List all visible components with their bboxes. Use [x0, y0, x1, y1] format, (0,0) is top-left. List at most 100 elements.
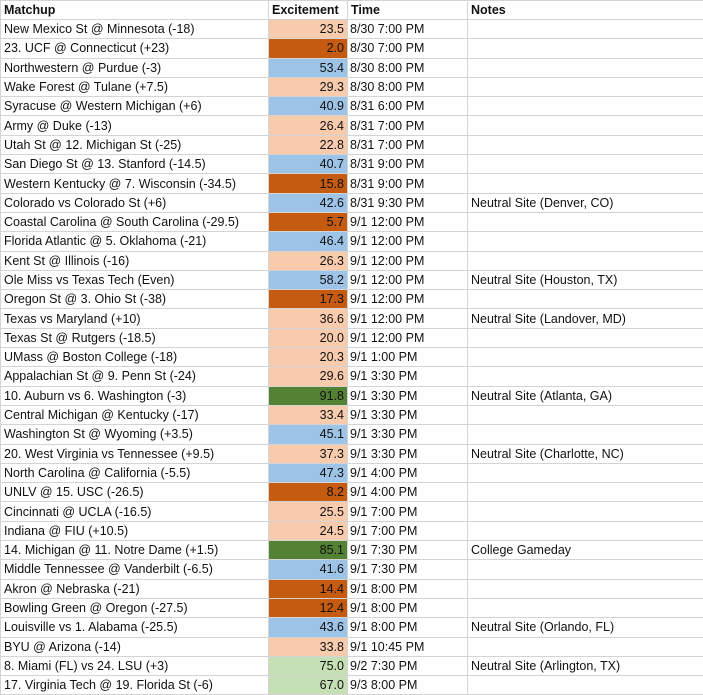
excitement-cell[interactable]: 58.2 — [269, 270, 348, 289]
matchup-cell[interactable]: Indiana @ FIU (+10.5) — [1, 521, 269, 540]
matchup-cell[interactable]: Louisville vs 1. Alabama (-25.5) — [1, 618, 269, 637]
time-cell[interactable]: 9/1 7:30 PM — [348, 560, 468, 579]
excitement-cell[interactable]: 26.4 — [269, 116, 348, 135]
excitement-cell[interactable]: 17.3 — [269, 290, 348, 309]
matchup-cell[interactable]: UMass @ Boston College (-18) — [1, 348, 269, 367]
notes-cell[interactable] — [468, 502, 703, 521]
time-cell[interactable]: 9/1 7:30 PM — [348, 541, 468, 560]
matchup-cell[interactable]: Appalachian St @ 9. Penn St (-24) — [1, 367, 269, 386]
excitement-cell[interactable]: 33.4 — [269, 405, 348, 424]
excitement-cell[interactable]: 20.3 — [269, 348, 348, 367]
notes-cell[interactable] — [468, 212, 703, 231]
time-cell[interactable]: 8/31 6:00 PM — [348, 97, 468, 116]
excitement-cell[interactable]: 25.5 — [269, 502, 348, 521]
matchup-cell[interactable]: Texas vs Maryland (+10) — [1, 309, 269, 328]
matchup-cell[interactable]: Syracuse @ Western Michigan (+6) — [1, 97, 269, 116]
notes-cell[interactable] — [468, 483, 703, 502]
excitement-cell[interactable]: 40.9 — [269, 97, 348, 116]
matchup-cell[interactable]: 10. Auburn vs 6. Washington (-3) — [1, 386, 269, 405]
excitement-cell[interactable]: 75.0 — [269, 656, 348, 675]
matchup-cell[interactable]: BYU @ Arizona (-14) — [1, 637, 269, 656]
notes-cell[interactable] — [468, 77, 703, 96]
matchup-cell[interactable]: Colorado vs Colorado St (+6) — [1, 193, 269, 212]
time-cell[interactable]: 8/30 7:00 PM — [348, 39, 468, 58]
matchup-cell[interactable]: Wake Forest @ Tulane (+7.5) — [1, 77, 269, 96]
notes-cell[interactable] — [468, 579, 703, 598]
excitement-cell[interactable]: 20.0 — [269, 328, 348, 347]
time-cell[interactable]: 9/1 10:45 PM — [348, 637, 468, 656]
excitement-cell[interactable]: 53.4 — [269, 58, 348, 77]
excitement-cell[interactable]: 67.0 — [269, 676, 348, 695]
notes-cell[interactable]: Neutral Site (Houston, TX) — [468, 270, 703, 289]
notes-cell[interactable]: Neutral Site (Denver, CO) — [468, 193, 703, 212]
excitement-cell[interactable]: 8.2 — [269, 483, 348, 502]
time-cell[interactable]: 9/1 12:00 PM — [348, 251, 468, 270]
time-cell[interactable]: 9/1 7:00 PM — [348, 521, 468, 540]
time-cell[interactable]: 9/1 3:30 PM — [348, 405, 468, 424]
time-cell[interactable]: 9/1 12:00 PM — [348, 270, 468, 289]
excitement-cell[interactable]: 12.4 — [269, 598, 348, 617]
excitement-cell[interactable]: 29.3 — [269, 77, 348, 96]
time-cell[interactable]: 8/31 9:00 PM — [348, 174, 468, 193]
excitement-cell[interactable]: 33.8 — [269, 637, 348, 656]
matchup-cell[interactable]: New Mexico St @ Minnesota (-18) — [1, 20, 269, 39]
matchup-cell[interactable]: Northwestern @ Purdue (-3) — [1, 58, 269, 77]
header-notes[interactable]: Notes — [468, 1, 703, 20]
excitement-cell[interactable]: 45.1 — [269, 425, 348, 444]
time-cell[interactable]: 9/2 7:30 PM — [348, 656, 468, 675]
notes-cell[interactable] — [468, 232, 703, 251]
matchup-cell[interactable]: Utah St @ 12. Michigan St (-25) — [1, 135, 269, 154]
matchup-cell[interactable]: 23. UCF @ Connecticut (+23) — [1, 39, 269, 58]
time-cell[interactable]: 8/30 7:00 PM — [348, 20, 468, 39]
notes-cell[interactable] — [468, 348, 703, 367]
excitement-cell[interactable]: 14.4 — [269, 579, 348, 598]
matchup-cell[interactable]: Coastal Carolina @ South Carolina (-29.5… — [1, 212, 269, 231]
matchup-cell[interactable]: North Carolina @ California (-5.5) — [1, 463, 269, 482]
matchup-cell[interactable]: Oregon St @ 3. Ohio St (-38) — [1, 290, 269, 309]
time-cell[interactable]: 9/1 12:00 PM — [348, 290, 468, 309]
matchup-cell[interactable]: 8. Miami (FL) vs 24. LSU (+3) — [1, 656, 269, 675]
matchup-cell[interactable]: 14. Michigan @ 11. Notre Dame (+1.5) — [1, 541, 269, 560]
matchup-cell[interactable]: Cincinnati @ UCLA (-16.5) — [1, 502, 269, 521]
time-cell[interactable]: 9/1 12:00 PM — [348, 328, 468, 347]
notes-cell[interactable]: College Gameday — [468, 541, 703, 560]
matchup-cell[interactable]: Florida Atlantic @ 5. Oklahoma (-21) — [1, 232, 269, 251]
excitement-cell[interactable]: 2.0 — [269, 39, 348, 58]
matchup-cell[interactable]: 17. Virginia Tech @ 19. Florida St (-6) — [1, 676, 269, 695]
matchup-cell[interactable]: Akron @ Nebraska (-21) — [1, 579, 269, 598]
time-cell[interactable]: 9/1 8:00 PM — [348, 618, 468, 637]
notes-cell[interactable] — [468, 367, 703, 386]
matchup-cell[interactable]: Army @ Duke (-13) — [1, 116, 269, 135]
header-excitement[interactable]: Excitement — [269, 1, 348, 20]
excitement-cell[interactable]: 36.6 — [269, 309, 348, 328]
matchup-cell[interactable]: Texas St @ Rutgers (-18.5) — [1, 328, 269, 347]
time-cell[interactable]: 9/1 1:00 PM — [348, 348, 468, 367]
time-cell[interactable]: 8/31 7:00 PM — [348, 116, 468, 135]
header-time[interactable]: Time — [348, 1, 468, 20]
notes-cell[interactable]: Neutral Site (Orlando, FL) — [468, 618, 703, 637]
time-cell[interactable]: 9/1 3:30 PM — [348, 425, 468, 444]
notes-cell[interactable]: Neutral Site (Landover, MD) — [468, 309, 703, 328]
notes-cell[interactable] — [468, 637, 703, 656]
time-cell[interactable]: 8/30 8:00 PM — [348, 77, 468, 96]
excitement-cell[interactable]: 29.6 — [269, 367, 348, 386]
notes-cell[interactable] — [468, 116, 703, 135]
time-cell[interactable]: 9/1 4:00 PM — [348, 483, 468, 502]
time-cell[interactable]: 9/1 7:00 PM — [348, 502, 468, 521]
matchup-cell[interactable]: Ole Miss vs Texas Tech (Even) — [1, 270, 269, 289]
matchup-cell[interactable]: 20. West Virginia vs Tennessee (+9.5) — [1, 444, 269, 463]
excitement-cell[interactable]: 22.8 — [269, 135, 348, 154]
notes-cell[interactable] — [468, 20, 703, 39]
matchup-cell[interactable]: Middle Tennessee @ Vanderbilt (-6.5) — [1, 560, 269, 579]
notes-cell[interactable] — [468, 521, 703, 540]
notes-cell[interactable] — [468, 135, 703, 154]
time-cell[interactable]: 9/1 8:00 PM — [348, 598, 468, 617]
matchup-cell[interactable]: UNLV @ 15. USC (-26.5) — [1, 483, 269, 502]
excitement-cell[interactable]: 47.3 — [269, 463, 348, 482]
notes-cell[interactable] — [468, 251, 703, 270]
excitement-cell[interactable]: 37.3 — [269, 444, 348, 463]
header-matchup[interactable]: Matchup — [1, 1, 269, 20]
notes-cell[interactable]: Neutral Site (Arlington, TX) — [468, 656, 703, 675]
notes-cell[interactable] — [468, 39, 703, 58]
notes-cell[interactable]: Neutral Site (Charlotte, NC) — [468, 444, 703, 463]
